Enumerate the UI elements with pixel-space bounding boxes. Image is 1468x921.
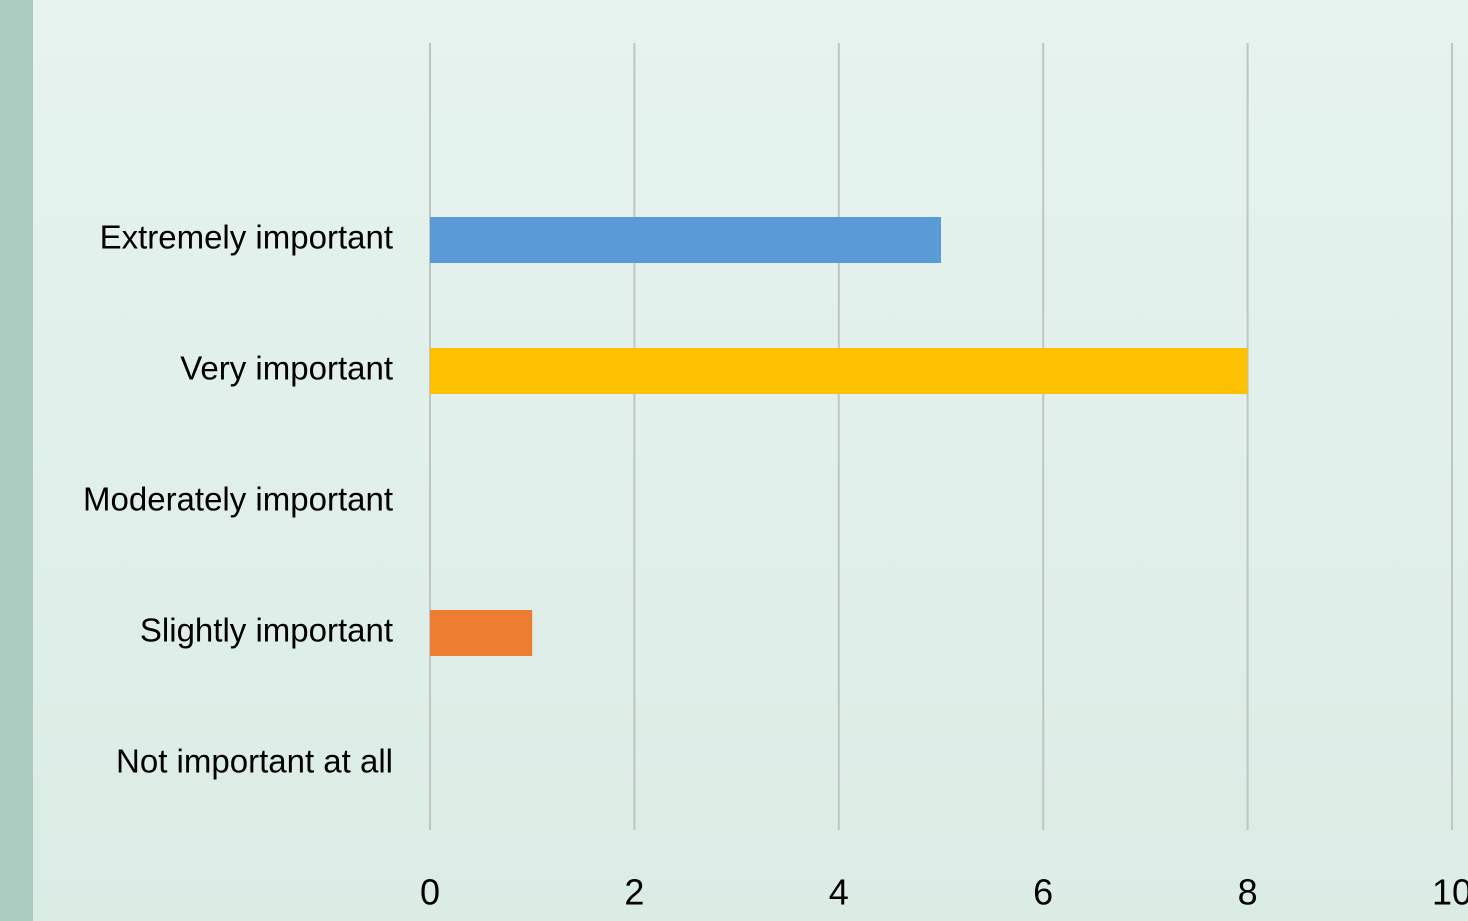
y-tick-label: Slightly important	[140, 612, 393, 649]
bar	[430, 217, 941, 263]
y-tick-label: Very important	[180, 350, 393, 387]
x-tick-label: 4	[829, 872, 849, 913]
x-tick-label: 8	[1238, 872, 1258, 913]
y-tick-label: Moderately important	[83, 481, 393, 518]
y-tick-label: Extremely important	[100, 219, 393, 256]
x-tick-label: 0	[420, 872, 440, 913]
y-tick-label: Not important at all	[116, 743, 393, 780]
side-band	[0, 0, 33, 921]
bar	[430, 348, 1248, 394]
bar	[430, 610, 533, 656]
x-tick-label: 6	[1033, 872, 1053, 913]
x-tick-label: 10	[1432, 872, 1468, 913]
x-tick-label: 2	[624, 872, 644, 913]
